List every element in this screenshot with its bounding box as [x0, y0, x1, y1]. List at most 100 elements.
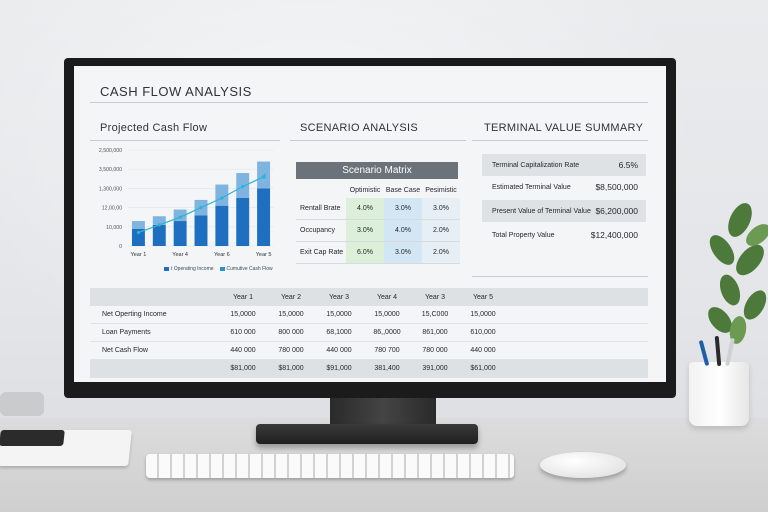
bar-operating-income — [236, 198, 250, 246]
matrix-cell[interactable]: 3.0% — [384, 241, 422, 264]
legend-swatch — [164, 266, 169, 271]
table-cell[interactable]: 15,0000 — [219, 306, 267, 324]
table-cell[interactable]: $61,000 — [459, 359, 507, 378]
matrix-cell[interactable]: 2.0% — [422, 241, 460, 264]
table-cell[interactable]: 800 000 — [267, 323, 315, 342]
terminal-row: Total Property Value $12,400,000 — [482, 224, 646, 246]
pen-cup — [689, 362, 749, 426]
mouse — [540, 452, 626, 478]
table-cell[interactable]: $91,000 — [315, 359, 363, 378]
bar-cumulative-cash-flow — [215, 184, 229, 206]
matrix-cell[interactable]: 4.0% — [384, 219, 422, 242]
table-row-label: Net Cash Flow — [90, 341, 219, 360]
matrix-row-label: Exit Cap Rate — [296, 241, 346, 264]
table-cell[interactable]: 15,0000 — [363, 306, 411, 324]
matrix-cell[interactable]: 2.0% — [422, 219, 460, 242]
table-cell[interactable]: 86,,0000 — [363, 323, 411, 342]
y-tick-label: 1,300,000 — [99, 186, 122, 192]
matrix-cell[interactable]: 6.0% — [346, 241, 384, 264]
table-col-header: Year 2 — [267, 288, 315, 306]
trend-point — [178, 215, 182, 219]
terminal-bottom-divider — [472, 276, 648, 277]
matrix-col-header: Optimistic — [349, 186, 381, 194]
matrix-row: Rentall Brate 4.0% 3.0% 3.0% — [296, 198, 460, 220]
trend-point — [199, 206, 203, 210]
table-cell[interactable]: 391,000 — [411, 359, 459, 378]
y-tick-label: 3,500,000 — [99, 167, 122, 173]
legend-item: Cumutive Cash Flow — [219, 266, 273, 272]
projected-title: Projected Cash Flow — [100, 122, 208, 134]
matrix-cell[interactable]: 3.0% — [346, 219, 384, 242]
title-divider — [90, 102, 648, 103]
table-cell[interactable]: 780 000 — [411, 341, 459, 360]
table-cell[interactable]: 15,0000 — [267, 306, 315, 324]
x-tick-label: Year 1 — [131, 252, 147, 258]
table-row-label: Net Operting Income — [90, 306, 219, 324]
bar-cumulative-cash-flow — [173, 209, 187, 222]
chart-legend: t Operating Income Cumutive Cash Flow — [164, 266, 273, 272]
y-tick-label: 2,500,000 — [99, 148, 122, 154]
monitor-base — [256, 424, 478, 444]
table-cell[interactable]: 861,000 — [411, 323, 459, 342]
table-cell[interactable]: 381,400 — [363, 359, 411, 378]
y-tick-label: 10,000 — [106, 225, 122, 231]
table-cell[interactable]: $81,000 — [267, 359, 315, 378]
trend-arrow — [260, 172, 266, 179]
terminal-row: Present Value of Terminal Value $6,200,0… — [482, 200, 646, 222]
bar-operating-income — [194, 215, 208, 246]
bar-operating-income — [173, 221, 187, 246]
app-title: CASH FLOW ANALYSIS — [100, 84, 252, 99]
matrix-cell[interactable]: 3.0% — [422, 198, 460, 220]
table-corner — [90, 288, 219, 306]
matrix-col-header: Base Case — [385, 186, 421, 194]
table-filler — [507, 306, 648, 324]
matrix-cell[interactable]: 3.0% — [384, 198, 422, 220]
matrix-row: Occupancy 3.0% 4.0% 2.0% — [296, 219, 460, 242]
scenario-matrix-header: Scenario Matrix — [296, 162, 458, 179]
scenario-matrix: Optimistic Base Case Pesimistic Rentall … — [296, 182, 460, 264]
table-cell[interactable]: $81,000 — [219, 359, 267, 378]
table-filler — [507, 359, 648, 378]
bar-cumulative-cash-flow — [152, 216, 166, 225]
projected-cash-flow-chart: 2,500,000 3,500,000 1,300,000 12,00,00 10,00… — [99, 148, 274, 258]
terminal-label: Terminal Capitalization Rate — [492, 161, 580, 169]
table-cell[interactable]: 15,0000 — [459, 306, 507, 324]
table-col-header: Year 1 — [219, 288, 267, 306]
table-cell[interactable]: 780 000 — [267, 341, 315, 360]
table-cell[interactable]: 440 000 — [459, 341, 507, 360]
table-cell[interactable]: 440 000 — [315, 341, 363, 360]
app-screen: CASH FLOW ANALYSIS Projected Cash Flow 2… — [74, 66, 666, 382]
table-cell[interactable]: 780 700 — [363, 341, 411, 360]
table-cell[interactable]: 440 000 — [219, 341, 267, 360]
matrix-cell[interactable]: 4.0% — [346, 198, 384, 220]
x-tick-label: Year 6 — [214, 252, 230, 258]
x-tick-label: Year 5 — [256, 252, 272, 258]
terminal-title: TERMINAL VALUE SUMMARY — [484, 122, 644, 134]
table-cell[interactable]: 15,0000 — [315, 306, 363, 324]
terminal-label: Present Value of Terminal Value — [492, 207, 591, 215]
table-total-row: $81,000 $81,000 $91,000 381,400 391,000 … — [90, 359, 648, 378]
terminal-row: Terminal Capitalization Rate 6.5% — [482, 154, 646, 176]
y-tick-label: 0 — [119, 244, 122, 250]
terminal-value: $8,500,000 — [595, 182, 638, 192]
table-cell[interactable]: 610,000 — [459, 323, 507, 342]
projected-divider — [90, 140, 280, 141]
table-col-header: Year 5 — [459, 288, 507, 306]
terminal-value: $6,200,000 — [595, 206, 638, 216]
terminal-value: $12,400,000 — [590, 230, 638, 240]
table-cell[interactable]: 15,C000 — [411, 306, 459, 324]
scenario-title: SCENARIO ANALYSIS — [300, 122, 418, 134]
terminal-value: 6.5% — [618, 160, 638, 170]
table-col-header: Year 3 — [315, 288, 363, 306]
table-col-header: Year 3 — [411, 288, 459, 306]
trend-point — [241, 184, 245, 189]
trend-point — [136, 230, 141, 235]
matrix-row-label: Rentall Brate — [296, 198, 346, 220]
table-row: Loan Payments 610 000 800 000 68,1000 86… — [90, 323, 648, 342]
terminal-label: Estimated Terminal Value — [492, 183, 571, 191]
table-cell[interactable]: 68,1000 — [315, 323, 363, 342]
scenario-divider — [290, 140, 466, 141]
phone — [0, 430, 65, 446]
terminal-label: Total Property Value — [492, 231, 555, 239]
table-cell[interactable]: 610 000 — [219, 323, 267, 342]
